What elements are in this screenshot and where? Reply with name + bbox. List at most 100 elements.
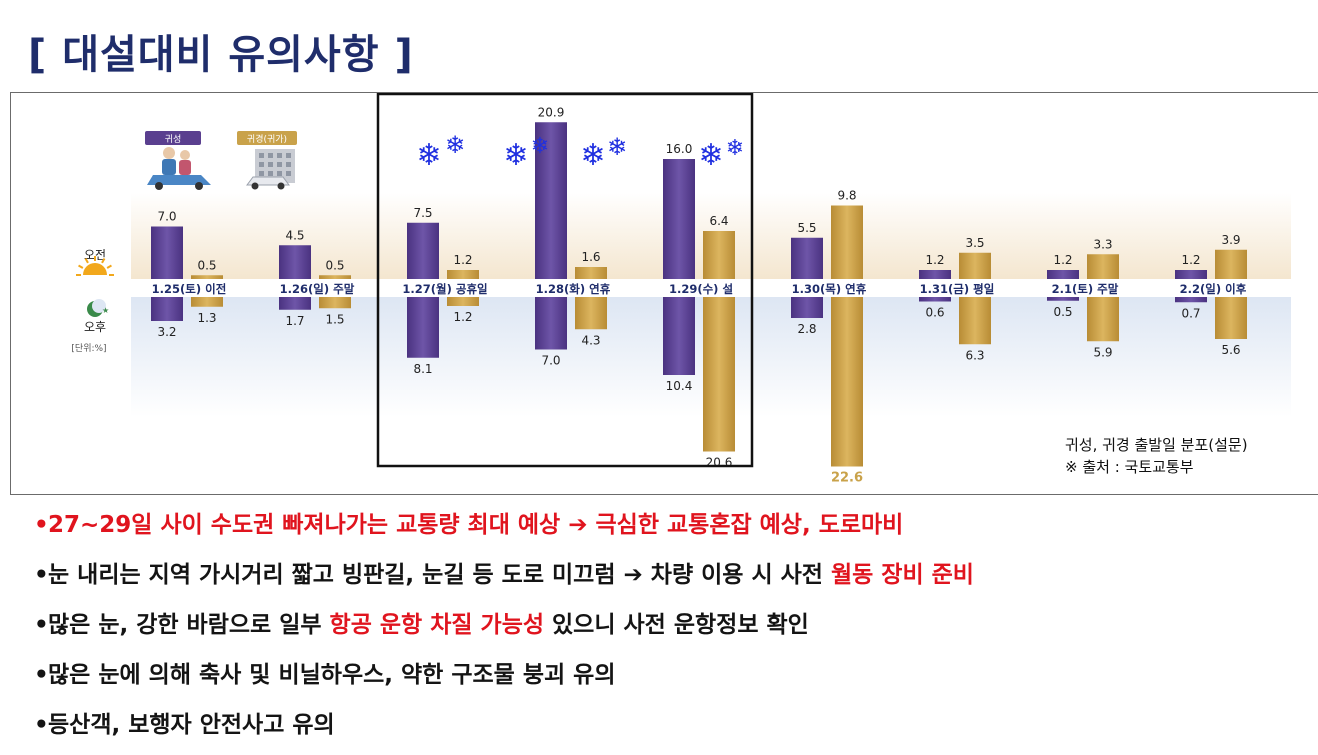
data-label-inbound-am: 0.5 xyxy=(325,258,344,272)
bar-inbound-am xyxy=(191,275,223,279)
bar-inbound-am xyxy=(959,252,991,279)
snowflake-icon: ❄ xyxy=(726,136,744,161)
caution-text-segment: 극심한 교통혼잡 예상, 도로마비 xyxy=(587,512,904,538)
data-label-outbound-am: 4.5 xyxy=(285,228,304,242)
source-attribution: ※ 출처 : 국토교통부 xyxy=(1065,458,1194,476)
bar-outbound-am xyxy=(919,270,951,279)
caution-text-segment: 많은 눈에 의해 축사 및 비닐하우스, 약한 구조물 붕괴 유의 xyxy=(48,662,616,688)
bar-inbound-am xyxy=(703,231,735,279)
bar-inbound-pm xyxy=(1215,297,1247,339)
bar-inbound-pm xyxy=(191,297,223,307)
data-label-outbound-am: 1.2 xyxy=(1181,253,1200,267)
data-label-outbound-am: 1.2 xyxy=(1053,253,1072,267)
data-label-inbound-pm: 20.6 xyxy=(706,456,733,470)
data-label-inbound-pm: 1.5 xyxy=(325,312,344,326)
data-label-inbound-am: 9.8 xyxy=(837,189,856,203)
data-label-outbound-pm: 0.7 xyxy=(1181,306,1200,320)
data-label-inbound-am: 1.6 xyxy=(581,250,600,264)
chart-canvas: 7.0 0.5 3.2 1.3 1.25(토) 이전 4.5 0.5 1.7 1.5 1.26(일… xyxy=(71,93,1291,486)
caution-text-segment: 월동 장비 준비 xyxy=(830,562,974,588)
legend-outbound-label: 귀성 xyxy=(165,134,182,145)
data-label-inbound-pm: 22.6 xyxy=(831,471,863,486)
bullet-dot-icon: • xyxy=(34,612,49,638)
data-label-inbound-am: 3.9 xyxy=(1221,233,1240,247)
category-label: 1.26(일) 주말 xyxy=(280,282,355,296)
bar-outbound-pm xyxy=(407,297,439,358)
legend-inbound-swatch xyxy=(237,131,297,145)
caution-item: •눈 내리는 지역 가시거리 짧고 빙판길, 눈길 등 도로 미끄럼 ➔ 차량 … xyxy=(34,555,1314,605)
bullet-dot-icon: • xyxy=(34,562,49,588)
data-label-outbound-am: 7.5 xyxy=(413,206,432,220)
svg-text:★: ★ xyxy=(102,306,109,315)
am-label: 오전 xyxy=(84,248,106,262)
data-label-inbound-pm: 5.6 xyxy=(1221,343,1240,357)
bar-outbound-am xyxy=(151,226,183,279)
data-label-inbound-am: 3.5 xyxy=(965,236,984,250)
bar-outbound-am xyxy=(279,245,311,279)
bar-inbound-am xyxy=(1215,249,1247,279)
snowflake-icon: ❄ xyxy=(445,131,465,159)
data-label-inbound-am: 1.2 xyxy=(453,253,472,267)
bar-outbound-pm xyxy=(535,297,567,350)
unit-label: [단위:%] xyxy=(71,343,106,354)
data-label-inbound-am: 0.5 xyxy=(197,258,216,272)
bar-inbound-am xyxy=(831,205,863,279)
caution-text-segment: 눈 내리는 지역 가시거리 짧고 빙판길, 눈길 등 도로 미끄럼 xyxy=(48,562,624,588)
data-label-outbound-pm: 3.2 xyxy=(157,325,176,339)
bullet-dot-icon: • xyxy=(34,512,49,538)
category-label: 1.25(토) 이전 xyxy=(152,282,227,296)
category-label: 1.28(화) 연휴 xyxy=(536,282,611,296)
snowflake-icon: ❄ xyxy=(503,138,528,173)
snowflake-icon: ❄ xyxy=(580,138,605,173)
snowflake-icon: ❄ xyxy=(607,133,627,161)
data-label-inbound-am: 6.4 xyxy=(709,214,728,228)
data-label-outbound-pm: 0.5 xyxy=(1053,305,1072,319)
source-caption: 귀성, 귀경 출발일 분포(설문) xyxy=(1065,436,1248,454)
caution-text-segment: 항공 운항 차질 가능성 xyxy=(329,612,545,638)
bar-outbound-am xyxy=(535,122,567,279)
bar-outbound-am xyxy=(407,222,439,279)
bar-outbound-pm xyxy=(663,297,695,375)
data-label-outbound-pm: 2.8 xyxy=(797,322,816,336)
caution-item: •많은 눈, 강한 바람으로 일부 항공 운항 차질 가능성 있으니 사전 운항… xyxy=(34,605,1314,655)
departure-distribution-chart: 7.0 0.5 3.2 1.3 1.25(토) 이전 4.5 0.5 1.7 1.5 1.26(일… xyxy=(10,92,1318,495)
caution-text-segment: 차량 이용 시 사전 xyxy=(642,562,831,588)
data-label-outbound-pm: 0.6 xyxy=(925,306,944,320)
bar-outbound-pm xyxy=(151,297,183,321)
bar-outbound-pm xyxy=(279,297,311,310)
category-label: 1.29(수) 설 xyxy=(669,282,733,296)
bar-outbound-pm xyxy=(1175,297,1207,303)
snowflake-icon: ❄ xyxy=(416,138,441,173)
data-label-inbound-pm: 1.2 xyxy=(453,310,472,324)
data-label-inbound-pm: 1.3 xyxy=(197,311,216,325)
moon-star-icon: ★ xyxy=(87,299,109,317)
bar-inbound-pm xyxy=(319,297,351,309)
snowflake-icon: ❄ xyxy=(531,134,549,159)
bar-inbound-pm xyxy=(959,297,991,345)
category-label: 1.31(금) 평일 xyxy=(920,282,995,296)
caution-text-segment: 등산객, 보행자 안전사고 유의 xyxy=(48,712,335,738)
caution-text-segment: ➔ xyxy=(623,562,643,588)
caution-item: •27~29일 사이 수도권 빠져나가는 교통량 최대 예상 ➔ 극심한 교통혼… xyxy=(34,505,1314,555)
bar-inbound-am xyxy=(1087,254,1119,279)
data-label-inbound-am: 3.3 xyxy=(1093,237,1112,251)
bar-outbound-am xyxy=(1047,270,1079,279)
bar-outbound-am xyxy=(1175,270,1207,279)
caution-text-segment: 많은 눈, 강한 바람으로 일부 xyxy=(48,612,330,638)
caution-item: •등산객, 보행자 안전사고 유의 xyxy=(34,705,1314,755)
data-label-outbound-pm: 8.1 xyxy=(413,362,432,376)
data-label-inbound-pm: 4.3 xyxy=(581,333,600,347)
bar-inbound-am xyxy=(447,270,479,279)
data-label-outbound-am: 16.0 xyxy=(666,142,693,156)
data-label-outbound-pm: 1.7 xyxy=(285,314,304,328)
bar-outbound-pm xyxy=(791,297,823,318)
bar-outbound-pm xyxy=(919,297,951,302)
category-label: 1.30(목) 연휴 xyxy=(792,282,867,296)
bar-inbound-am xyxy=(575,267,607,279)
data-label-outbound-am: 5.5 xyxy=(797,221,816,235)
legend-inbound-label: 귀경(귀가) xyxy=(247,133,287,145)
bullet-dot-icon: • xyxy=(34,712,49,738)
page-title: [ 대설대비 유의사항 ] xyxy=(28,32,414,78)
caution-text-segment: 27~29일 사이 수도권 빠져나가는 교통량 최대 예상 xyxy=(48,512,569,538)
bullet-dot-icon: • xyxy=(34,662,49,688)
